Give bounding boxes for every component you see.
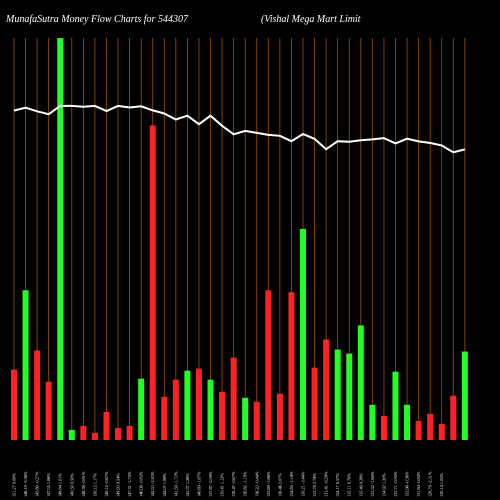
x-tick-label: 130.14 1.05% [439,473,444,497]
x-tick-label: 148.38 -0.81% [81,471,86,497]
bar [57,38,64,440]
price-line [13,104,466,154]
x-tick-label: 133.41 -0.28% [324,471,329,497]
x-tick-label: 147.35 1.06% [46,473,51,497]
x-tick-label: 146.08 -0.83% [139,471,144,497]
bar [34,350,41,440]
x-tick-label: 145.80 -0.27% [35,471,40,497]
bar [184,370,191,440]
bar [45,381,52,440]
bar [253,401,260,440]
x-tick-label: 133.78 2.74% [312,473,317,497]
x-tick-label: 136.82 -1.19% [243,471,248,497]
bar [172,379,179,440]
x-tick-label: 141.59 -1.72% [173,471,178,497]
x-tick-label: 149.12 -0.67% [104,471,109,497]
bar [300,228,306,440]
bar [219,391,226,440]
bar [415,420,422,440]
bar [461,351,468,440]
x-tick-label: 144.07 1.08% [162,473,167,497]
x-tick-label: 137.87 -2.00% [208,471,213,497]
bar [404,404,411,440]
chart-title: MunafaSutra Money Flow Charts for 544307 [5,14,189,25]
x-tick-label: 128.79 -2.31% [428,471,433,497]
bar [265,290,272,440]
bar [323,339,330,440]
bar [207,379,214,440]
x-tick-labels: 151.27 0.00% 146.19 -3.36% 145.80 -0.27% 14… [12,471,445,497]
x-tick-label: 133.32 -1.60% [370,471,375,497]
x-tick-label: 146.19 -3.36% [23,471,28,497]
bar [288,292,295,440]
bar [334,349,341,440]
x-tick-label: 133.71 -0.90% [393,471,398,497]
x-tick-label: 134.85 -1.18% [289,471,294,497]
bar [438,423,445,440]
x-tick-label: 136.46 2.07% [277,473,282,497]
bar [427,413,434,440]
x-tick-label: 147.31 -1.75% [127,471,132,497]
x-tick-label: 149.59 0.50% [69,473,74,497]
x-tick-label: 136.22 -0.44% [254,471,259,497]
x-tick-label: 138.47 -0.67% [231,471,236,497]
bar [392,371,399,440]
bar [103,411,110,440]
bar [380,415,387,440]
bar [80,425,87,440]
bar [126,425,133,440]
bar [68,429,75,440]
x-tick-label: 150.12 1.17% [92,473,97,497]
bar [276,393,283,440]
bar [357,325,364,440]
bars [11,38,468,440]
x-tick-label: 133.69 -1.86% [266,471,271,497]
bar [230,357,237,440]
x-tick-label: 139.41 1.12% [220,473,225,497]
bar [195,368,202,440]
x-tick-label: 135.49 0.28% [358,473,363,497]
x-tick-label: 142.53 -2.43% [150,471,155,497]
bar [450,395,457,440]
x-tick-label: 143.37 1.26% [185,473,190,497]
x-tick-label: 134.17 0.57% [335,473,340,497]
bar [369,404,376,440]
x-tick-label: 149.93 0.54% [116,473,121,497]
bar [11,369,17,440]
x-tick-label: 134.92 1.20% [381,473,386,497]
bar [242,397,249,440]
bar [149,125,156,440]
bar [115,427,122,440]
x-tick-label: 132.96 -0.56% [405,471,410,497]
bar [91,432,98,440]
x-tick-label: 131.84 -0.84% [416,471,421,497]
bar [346,353,353,440]
x-tick-label: 130.21 -3.44% [301,471,306,497]
x-tick-label: 135.11 0.70% [347,473,352,497]
x-tick-label: 151.27 0.00% [12,473,17,497]
x-tick-label: 148.84 1.01% [58,473,63,497]
chart-title-right: (Vishal Mega Mart Limit [261,14,361,25]
bar [311,367,318,440]
bar [22,290,29,440]
bar [161,396,168,440]
x-tick-label: 140.69 -1.87% [196,471,201,497]
bar [138,378,145,440]
